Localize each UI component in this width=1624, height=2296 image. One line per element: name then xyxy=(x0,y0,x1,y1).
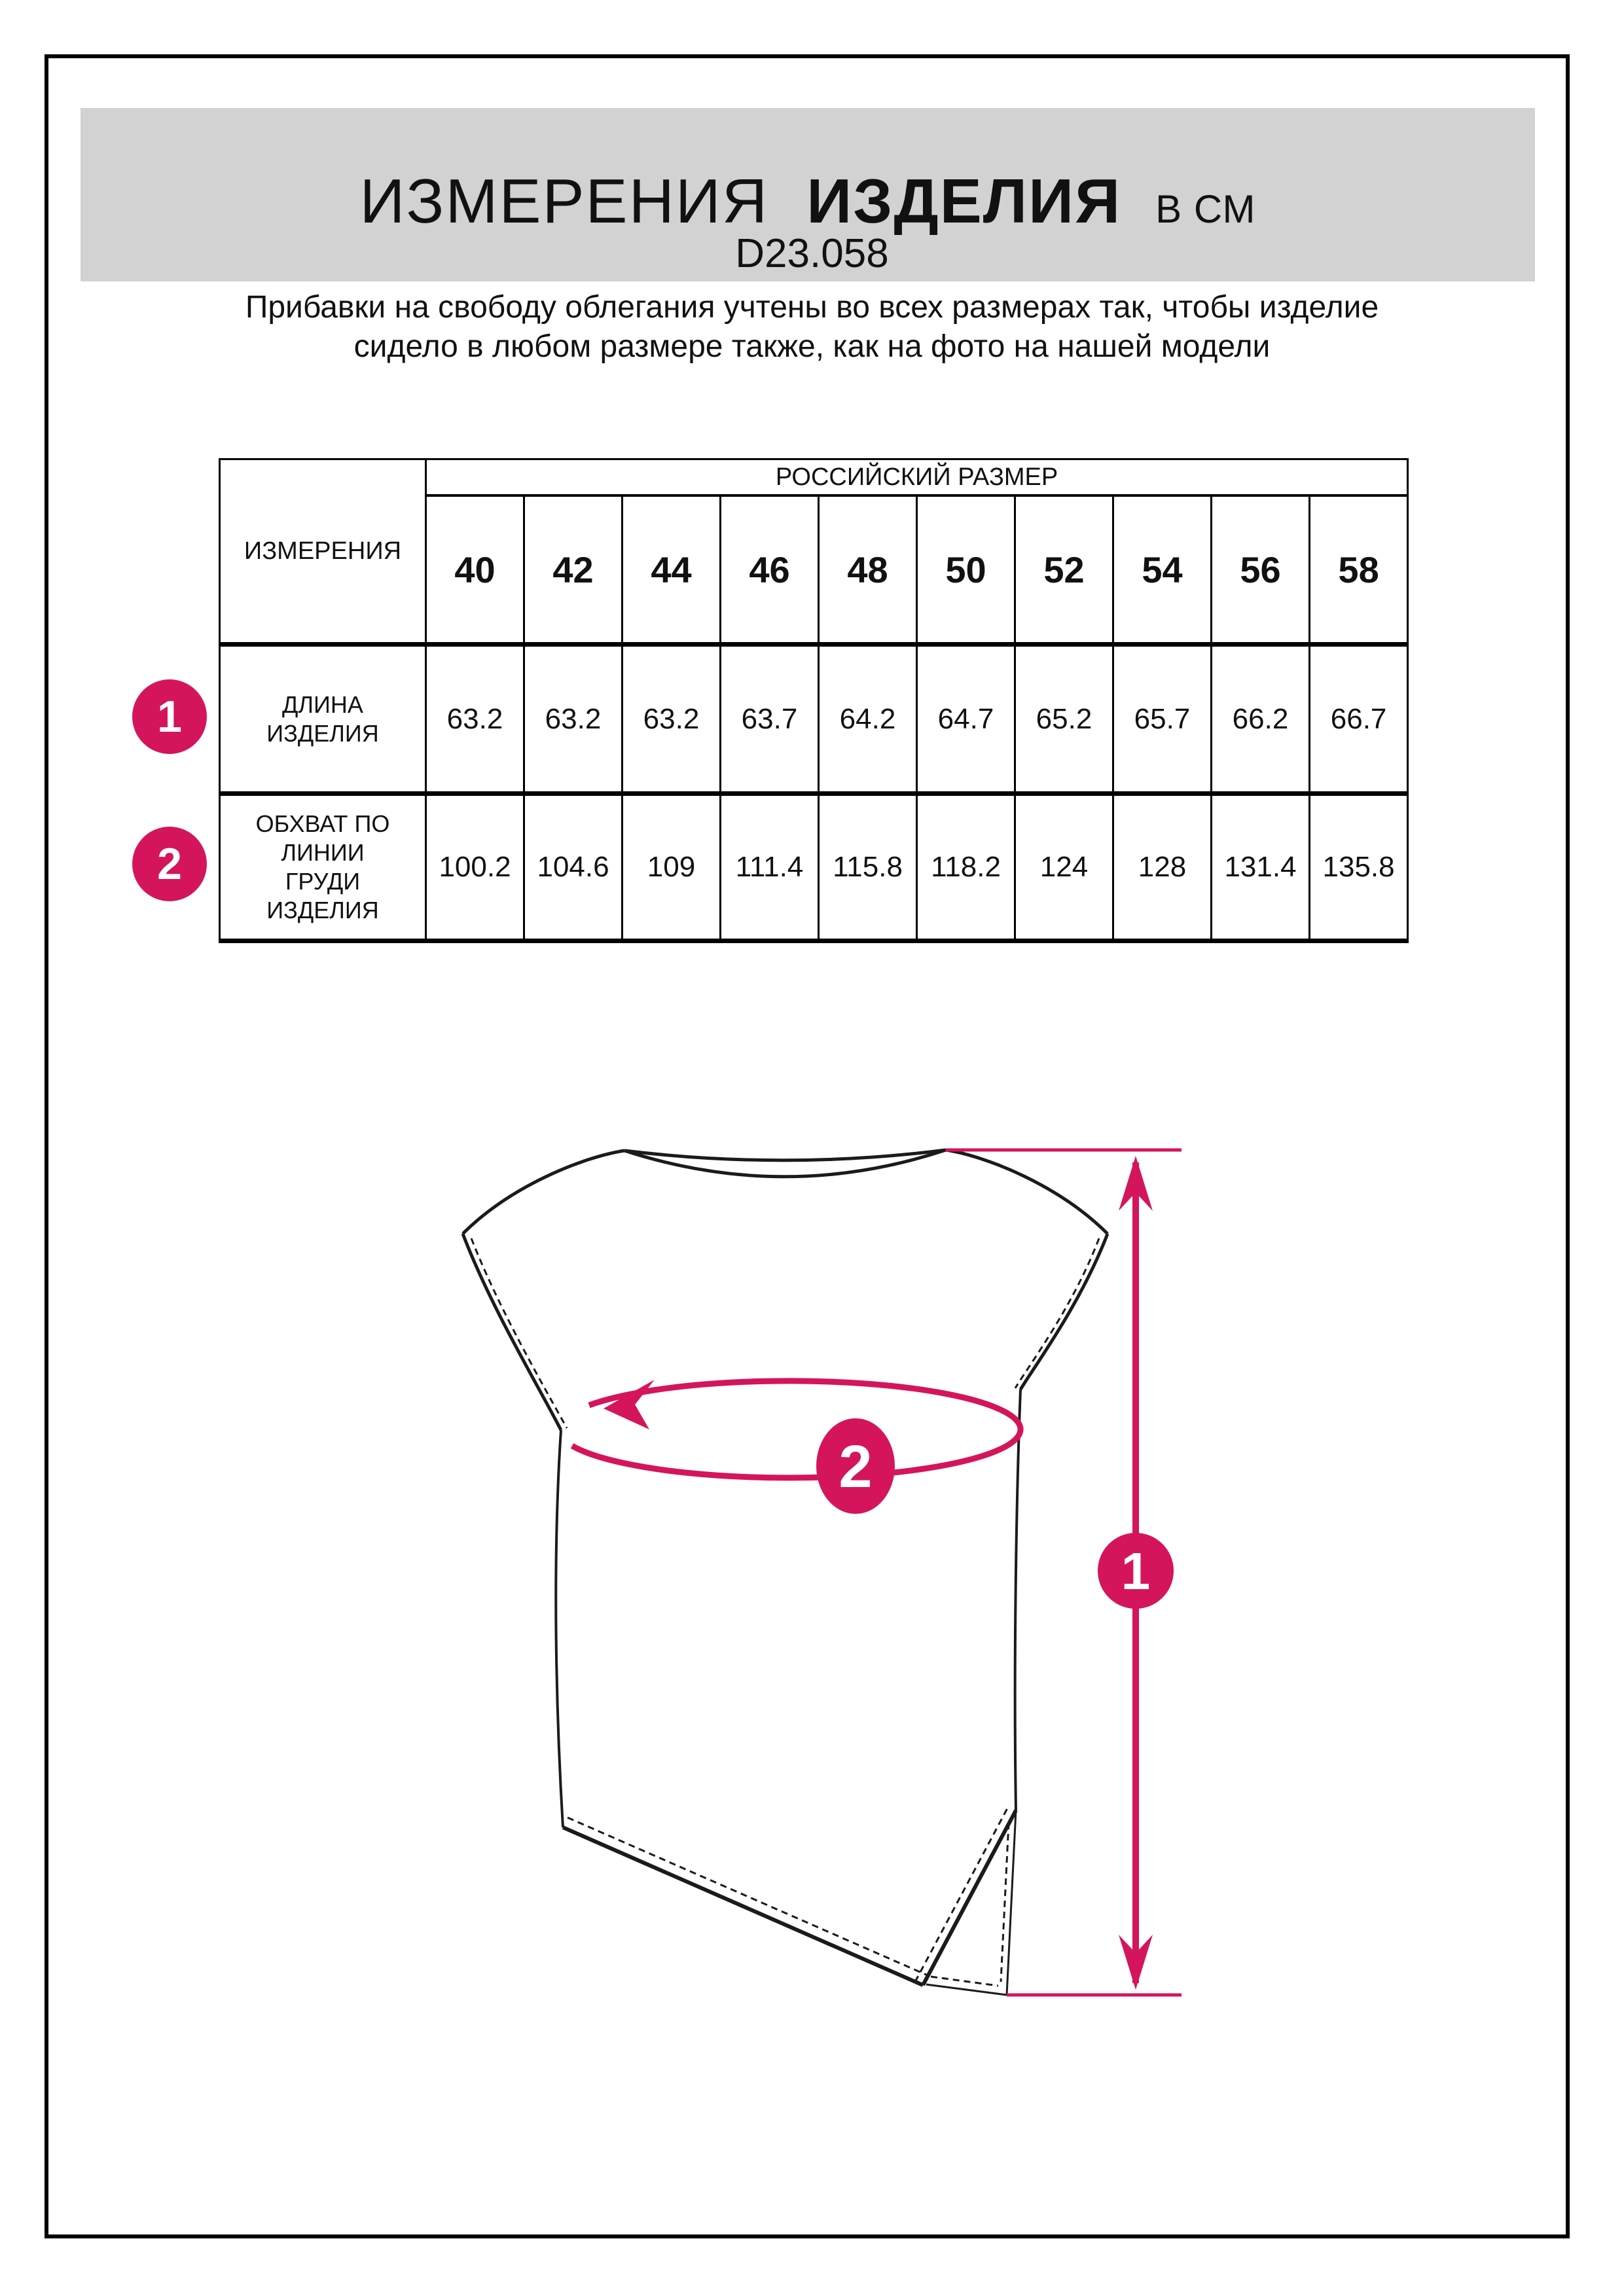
marker-2-drawing-number: 2 xyxy=(839,1433,872,1500)
marker-1-badge: 1 xyxy=(132,679,207,754)
size-table: ИЗМЕРЕНИЯ РОССИЙСКИЙ РАЗМЕР 40 42 44 46 … xyxy=(219,458,1409,943)
size-header: 44 xyxy=(621,494,721,647)
garment-technical-drawing: 2 1 xyxy=(461,1148,1182,1997)
right-shoulder xyxy=(945,1148,1109,1235)
marker-1-number: 1 xyxy=(157,692,182,742)
neckline-front xyxy=(624,1148,947,1179)
slit-back-stitch xyxy=(1000,1822,1010,1982)
fit-description: Прибавки на свободу облегания учтены во … xyxy=(0,288,1624,367)
length-value: 64.2 xyxy=(818,643,918,796)
size-header: 50 xyxy=(916,494,1016,647)
chest-value: 118.2 xyxy=(916,793,1016,943)
chest-value: 111.4 xyxy=(719,793,820,943)
size-header: 42 xyxy=(523,494,623,647)
fit-description-text: Прибавки на свободу облегания учтены во … xyxy=(245,290,1379,365)
row-label: ДЛИНА ИЗДЕЛИЯ xyxy=(219,643,427,796)
table-row-length: ДЛИНА ИЗДЕЛИЯ 63.2 63.2 63.2 63.7 64.2 6… xyxy=(219,643,1409,796)
page-border xyxy=(45,54,1570,2238)
chest-value: 135.8 xyxy=(1308,793,1409,943)
size-header: 52 xyxy=(1014,494,1114,647)
right-side-seam xyxy=(1013,1389,1022,1811)
size-header: 58 xyxy=(1308,494,1409,647)
hem-edge xyxy=(562,1825,924,1987)
model-code: D23.058 xyxy=(735,231,889,276)
size-group-header: РОССИЙСКИЙ РАЗМЕР xyxy=(424,458,1409,497)
measurements-header: ИЗМЕРЕНИЯ xyxy=(219,458,427,647)
chest-value: 109 xyxy=(621,793,721,943)
slit-back-edge xyxy=(1005,1810,1017,1996)
length-marker: 1 xyxy=(946,1148,1182,1997)
length-arrowhead-up-icon xyxy=(1119,1156,1153,1211)
neckline-back xyxy=(624,1148,947,1162)
chest-value: 131.4 xyxy=(1210,793,1310,943)
length-value: 66.2 xyxy=(1210,643,1310,796)
length-arrowhead-down-icon xyxy=(1119,1935,1153,1990)
length-value: 63.2 xyxy=(621,643,721,796)
chest-value: 104.6 xyxy=(523,793,623,943)
chest-arrowhead-icon xyxy=(604,1380,655,1429)
table-row-chest: ОБХВАТ ПО ЛИНИИ ГРУДИ ИЗДЕЛИЯ 100.2 104.… xyxy=(219,793,1409,943)
size-header: 56 xyxy=(1210,494,1310,647)
left-sleeve-edge xyxy=(461,1233,563,1431)
slit-bottom-stitch xyxy=(930,1975,999,1987)
length-value: 63.7 xyxy=(719,643,820,796)
hem-fold-stitch xyxy=(914,1806,1009,1982)
length-value: 66.7 xyxy=(1308,643,1409,796)
left-sleeve-stitch xyxy=(470,1238,568,1429)
length-value: 63.2 xyxy=(425,643,525,796)
garment-outline xyxy=(461,1148,1110,1996)
marker-1-drawing-number: 1 xyxy=(1121,1542,1151,1600)
size-header-row: 40 42 44 46 48 50 52 54 56 58 xyxy=(220,494,1409,647)
length-value: 65.2 xyxy=(1014,643,1114,796)
chest-value: 115.8 xyxy=(818,793,918,943)
size-header: 48 xyxy=(818,494,918,647)
length-value: 65.7 xyxy=(1112,643,1212,796)
marker-2-drawing-badge xyxy=(816,1418,895,1514)
marker-1-drawing-badge xyxy=(1098,1533,1174,1609)
chest-girth-marker: 2 xyxy=(570,1378,1024,1514)
title-bar: ИЗМЕРЕНИЯ ИЗДЕЛИЯ В СМ xyxy=(81,108,1535,281)
hem-stitch xyxy=(567,1816,928,1977)
length-value: 64.7 xyxy=(916,643,1016,796)
length-value: 63.2 xyxy=(523,643,623,796)
left-shoulder xyxy=(461,1149,625,1235)
slit-back-bottom xyxy=(926,1983,1007,1996)
chest-ellipse xyxy=(570,1378,1024,1481)
right-sleeve-stitch xyxy=(1014,1238,1100,1389)
chest-value: 124 xyxy=(1014,793,1114,943)
chest-value: 100.2 xyxy=(425,793,525,943)
left-side-seam xyxy=(554,1429,564,1828)
marker-2-number: 2 xyxy=(157,839,182,889)
marker-2-badge: 2 xyxy=(132,827,207,901)
size-header: 40 xyxy=(425,494,525,647)
row-label: ОБХВАТ ПО ЛИНИИ ГРУДИ ИЗДЕЛИЯ xyxy=(219,793,427,943)
page-title-bold: ИЗДЕЛИЯ xyxy=(806,166,1122,236)
size-header: 46 xyxy=(719,494,820,647)
page-title-unit: В СМ xyxy=(1155,187,1256,231)
hem-fold-edge xyxy=(921,1809,1018,1986)
page-title: ИЗМЕРЕНИЯ xyxy=(359,166,769,236)
right-sleeve-edge xyxy=(1019,1233,1110,1391)
chest-value: 128 xyxy=(1112,793,1212,943)
size-header: 54 xyxy=(1112,494,1212,647)
